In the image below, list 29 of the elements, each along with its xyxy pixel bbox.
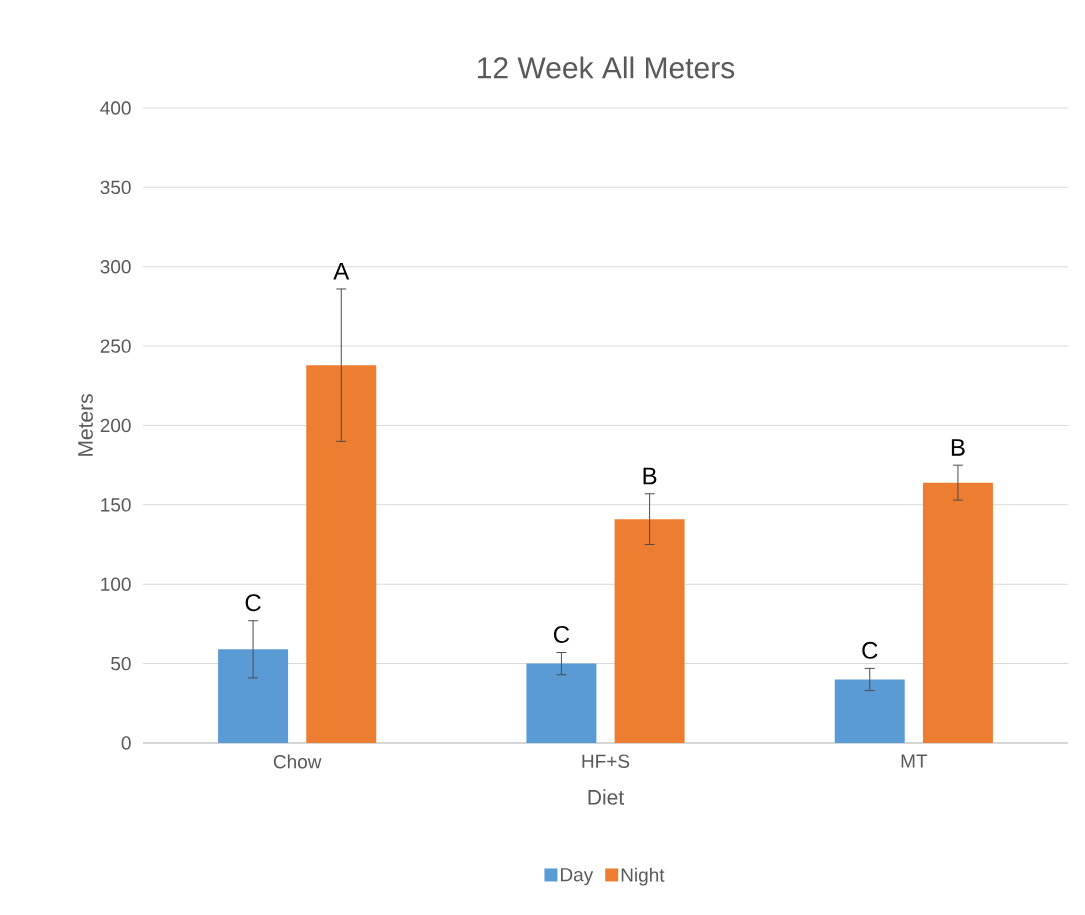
y-tick-label: 400 [100,101,131,115]
x-tick-label: HF+S [582,754,630,768]
x-tick-label: MT [901,754,928,768]
annotation: A [333,262,350,280]
annotation: B [951,439,965,456]
chart-title: 12 Week All Meters [478,56,735,79]
bar [306,365,377,743]
bar [614,519,685,743]
y-tick-label: 100 [101,577,131,591]
y-tick-label: 200 [100,418,131,433]
x-tick-label: Chow [273,754,322,769]
y-tick-label: 300 [100,260,131,274]
annotation: C [862,641,878,659]
annotation: C [553,625,570,643]
y-axis-title: Meters [78,394,93,456]
bar [834,679,905,743]
x-axis-title: Diet [588,789,625,805]
y-tick-label: 0 [121,736,131,750]
bar [526,663,597,743]
annotation: C [245,594,261,612]
bar [218,649,289,743]
bar [922,482,993,743]
y-tick-label: 150 [101,498,131,512]
annotation: B [643,467,657,485]
y-tick-label: 250 [100,339,131,353]
legend-label: Night [621,867,665,886]
y-tick-label: 50 [111,656,131,671]
legend-label: Day [560,868,594,886]
y-tick-label: 350 [100,180,131,195]
